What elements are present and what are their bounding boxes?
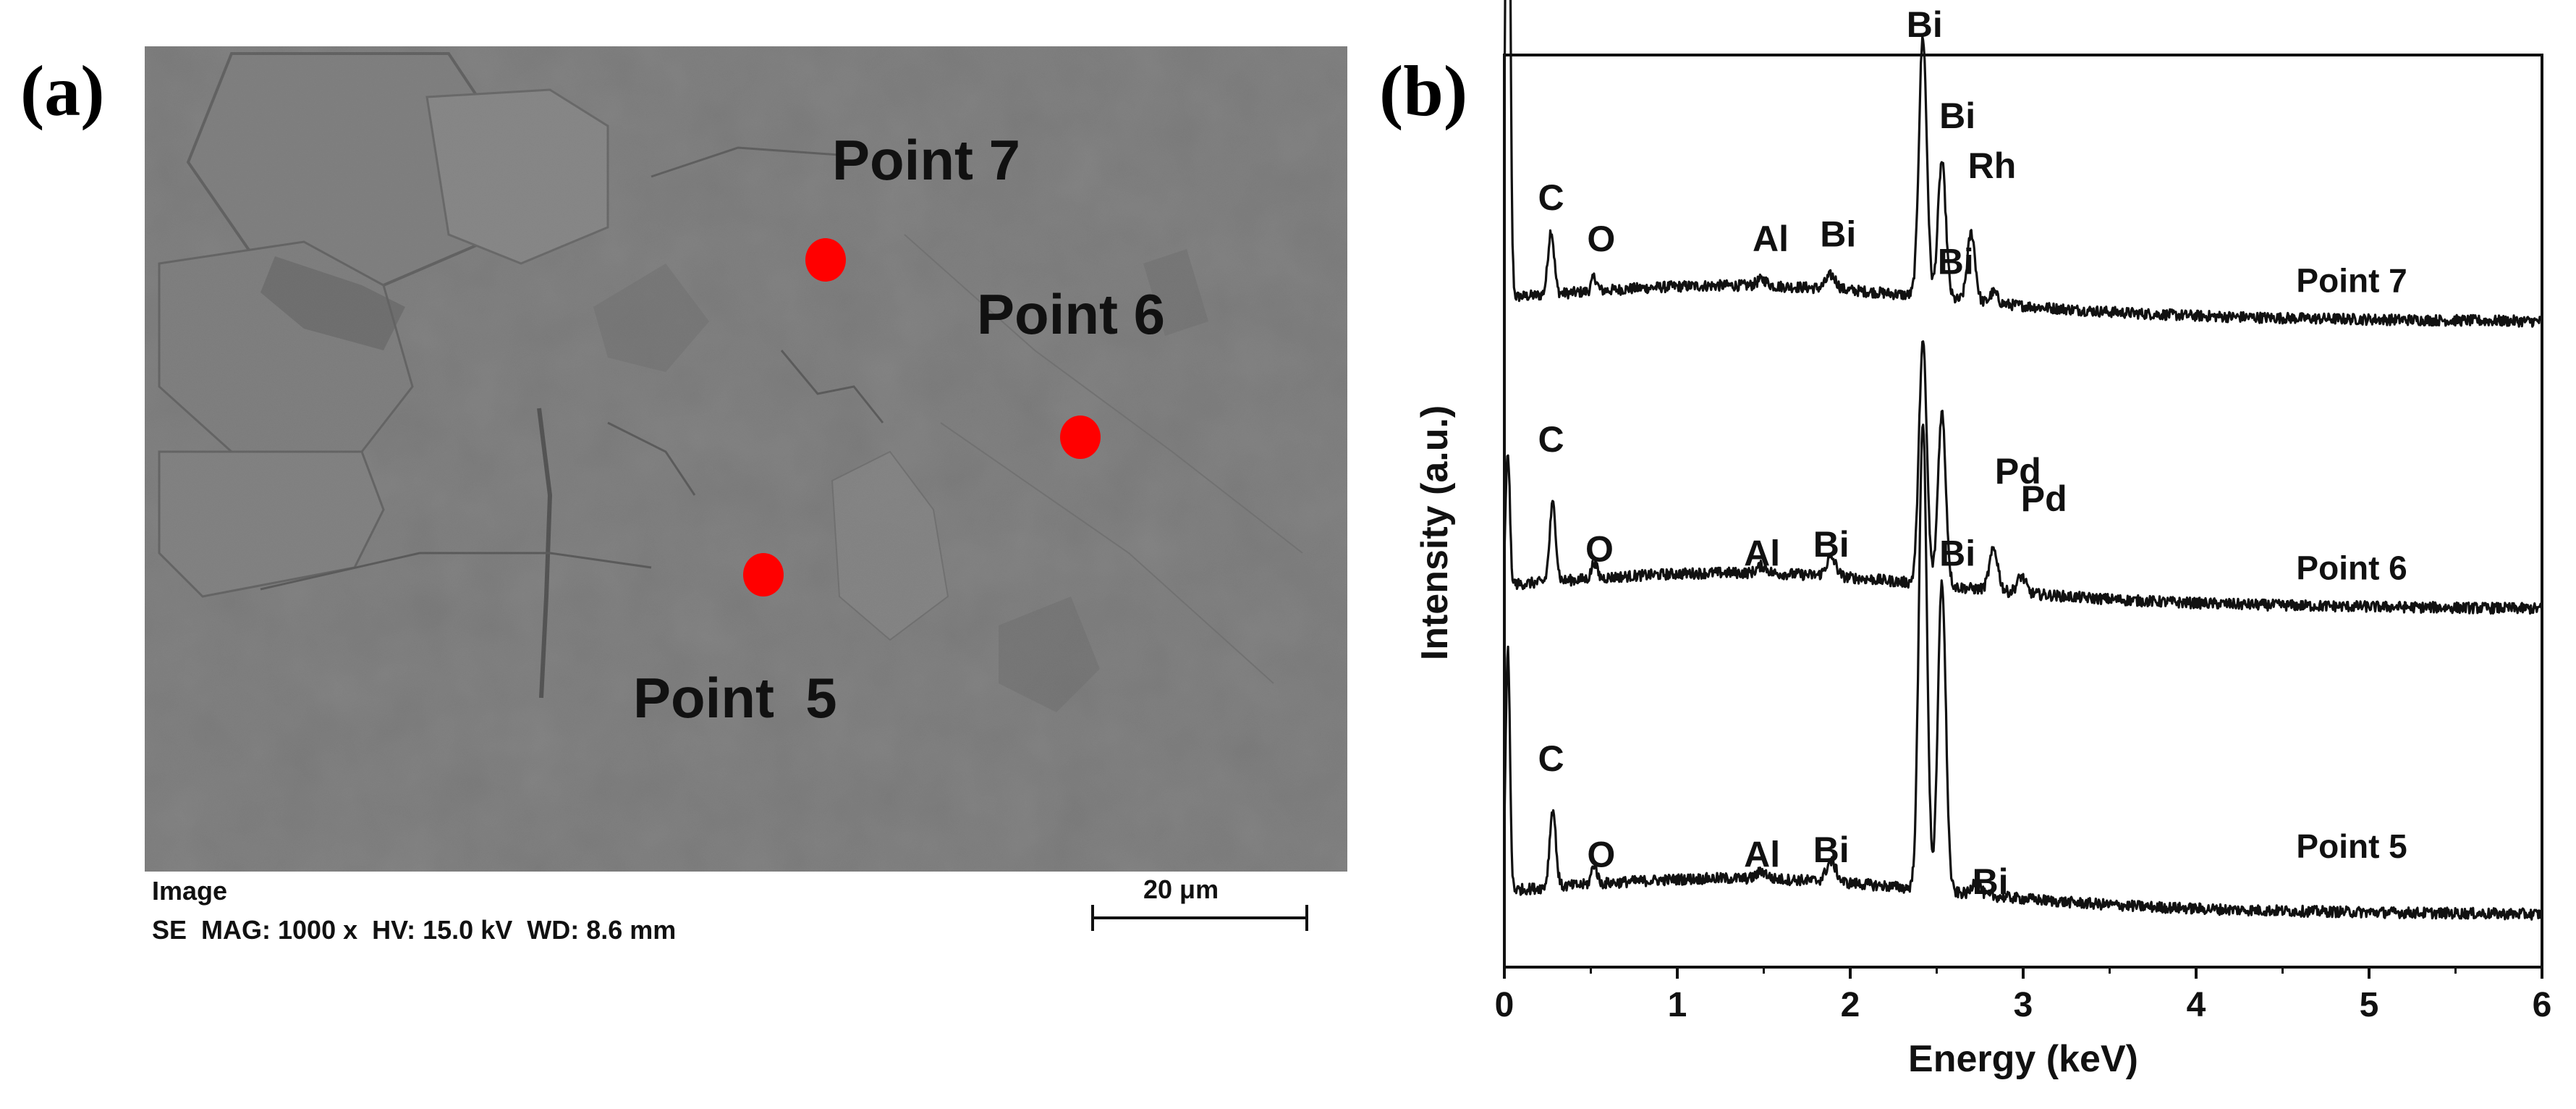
peak-label: Bi: [1907, 4, 1943, 45]
point-5-marker: [743, 553, 784, 596]
series-label: Point 6: [2296, 549, 2407, 587]
info-params: SE MAG: 1000 x HV: 15.0 kV WD: 8.6 mm: [152, 915, 677, 945]
peak-label: Bi: [1813, 830, 1850, 870]
x-tick-label: 0: [1495, 986, 1514, 1024]
x-tick-label: 5: [2360, 986, 2379, 1024]
peak-label: Al: [1744, 834, 1780, 874]
peak-label: O: [1587, 219, 1615, 259]
peak-label: Bi: [1820, 214, 1856, 255]
x-axis-title: Energy (keV): [1908, 1038, 2138, 1080]
scale-bar: [1091, 905, 1308, 931]
peak-label: Al: [1753, 219, 1789, 259]
series-line-point-6: [1503, 340, 2543, 615]
peak-label: Bi: [1939, 96, 1975, 136]
peak-label: Pd: [1995, 451, 2041, 492]
eds-spectrum-chart: 0 1 2 3 4 5 6 Energy (keV) Intensity (a.u.) Point…: [1414, 0, 2552, 1080]
point-6-marker: [1060, 416, 1101, 459]
peak-label: C: [1538, 738, 1564, 779]
peak-label: C: [1538, 177, 1564, 218]
sem-texture: [145, 46, 1347, 872]
point-6-label: Point 6: [977, 282, 1166, 346]
peak-label: Bi: [1938, 241, 1974, 282]
x-tick-label: 3: [2014, 986, 2033, 1024]
point-7-marker: [805, 238, 846, 282]
scale-bar-label: 20 μm: [1143, 874, 1219, 904]
panel-b-label: (b): [1379, 51, 1468, 131]
x-tick-label: 6: [2533, 986, 2552, 1024]
peak-label: Bi: [1973, 861, 2009, 902]
series-label: Point 7: [2296, 262, 2407, 300]
point-7-label: Point 7: [832, 128, 1021, 192]
series-line-point-5: [1503, 423, 2543, 921]
info-title: Image: [152, 876, 228, 906]
panel-a-label: (a): [20, 51, 105, 131]
point-5-label: Point 5: [633, 666, 837, 730]
x-tick-label: 1: [1668, 986, 1687, 1024]
series-line-point-7: [1503, 0, 2543, 328]
peak-label: Al: [1744, 534, 1780, 574]
y-axis-title: Intensity (a.u.): [1414, 405, 1456, 660]
sem-micrograph: Point 7 Point 6 Point 5: [145, 46, 1347, 872]
peak-label: Pd: [2021, 478, 2067, 519]
sem-info-bar: Image SE MAG: 1000 x HV: 15.0 kV WD: 8.6…: [145, 873, 1347, 953]
series-label: Point 5: [2296, 827, 2407, 865]
peak-label: Bi: [1939, 534, 1975, 574]
peak-label: Bi: [1813, 524, 1850, 565]
peak-label: C: [1538, 419, 1564, 460]
peak-label: Rh: [1968, 146, 2017, 186]
x-tick-label: 2: [1841, 986, 1860, 1024]
peak-label: O: [1587, 834, 1615, 874]
x-tick-label: 4: [2187, 986, 2206, 1024]
peak-label: O: [1585, 528, 1614, 569]
